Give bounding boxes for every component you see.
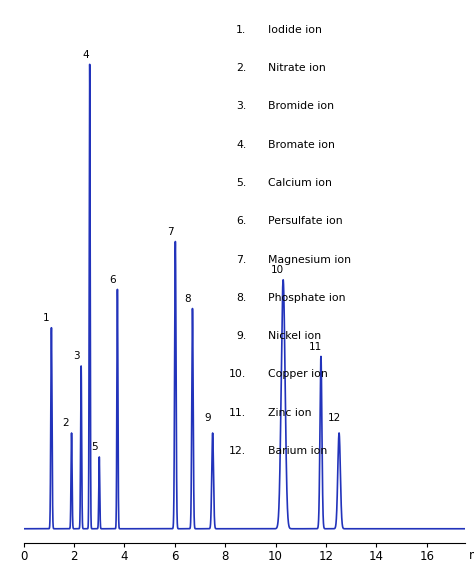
Text: Calcium ion: Calcium ion [268,178,332,188]
Text: 11.: 11. [229,408,246,418]
Text: 10.: 10. [229,369,246,380]
Text: 9: 9 [204,413,211,423]
Text: Persulfate ion: Persulfate ion [268,216,343,226]
Text: Iodide ion: Iodide ion [268,25,322,35]
Text: min: min [469,550,474,562]
Text: 3.: 3. [236,102,246,112]
Text: Phosphate ion: Phosphate ion [268,293,346,303]
Text: Copper ion: Copper ion [268,369,328,380]
Text: 2: 2 [63,418,69,428]
Text: 8: 8 [185,294,191,304]
Text: 11: 11 [309,342,322,352]
Text: 12: 12 [328,413,341,423]
Text: 7.: 7. [236,255,246,265]
Text: 3: 3 [73,351,80,361]
Text: 6: 6 [109,274,116,284]
Text: Nickel ion: Nickel ion [268,331,321,341]
Text: 6.: 6. [236,216,246,226]
Text: Magnesium ion: Magnesium ion [268,255,351,265]
Text: Nitrate ion: Nitrate ion [268,63,326,73]
Text: 7: 7 [167,227,173,237]
Text: 5.: 5. [236,178,246,188]
Text: 12.: 12. [229,446,246,456]
Text: 4: 4 [82,50,89,60]
Text: Bromide ion: Bromide ion [268,102,334,112]
Text: 9.: 9. [236,331,246,341]
Text: 8.: 8. [236,293,246,303]
Text: 4.: 4. [236,140,246,150]
Text: Bromate ion: Bromate ion [268,140,335,150]
Text: 2.: 2. [236,63,246,73]
Text: 1.: 1. [236,25,246,35]
Text: Zinc ion: Zinc ion [268,408,312,418]
Text: 10: 10 [271,265,284,275]
Text: 5: 5 [91,442,98,452]
Text: Barium ion: Barium ion [268,446,328,456]
Text: 1: 1 [43,313,49,323]
